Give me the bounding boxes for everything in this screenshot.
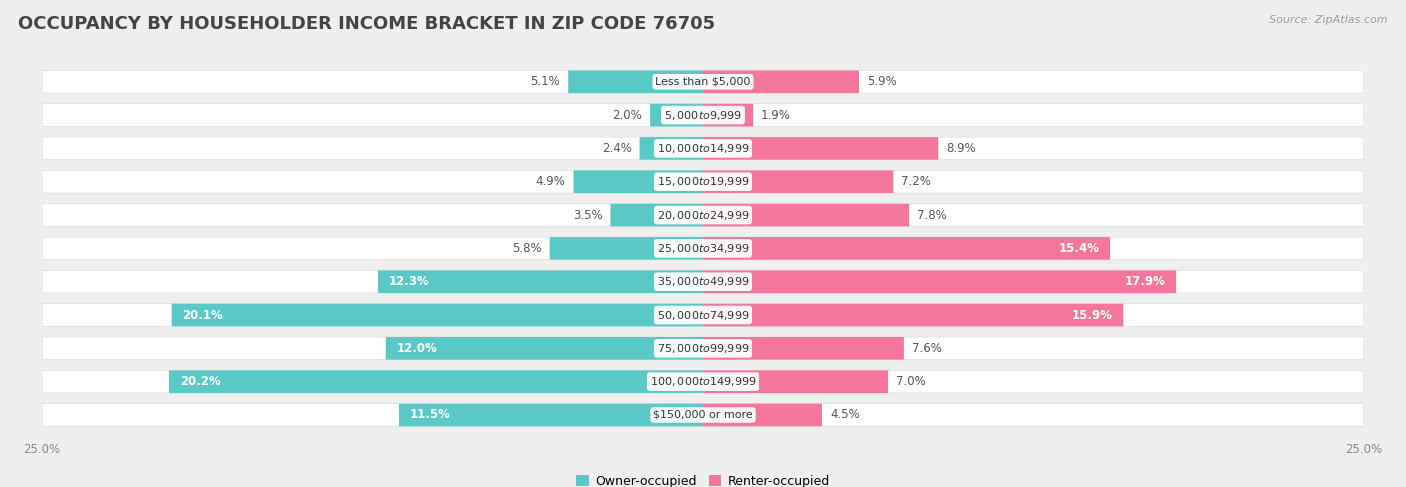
- Text: 7.8%: 7.8%: [917, 208, 946, 222]
- FancyBboxPatch shape: [703, 237, 1111, 260]
- FancyBboxPatch shape: [703, 270, 1177, 293]
- FancyBboxPatch shape: [42, 270, 1364, 293]
- FancyBboxPatch shape: [172, 304, 703, 326]
- Text: 1.9%: 1.9%: [761, 109, 792, 122]
- Text: 5.8%: 5.8%: [512, 242, 541, 255]
- FancyBboxPatch shape: [42, 370, 1364, 393]
- Text: $10,000 to $14,999: $10,000 to $14,999: [657, 142, 749, 155]
- Text: $15,000 to $19,999: $15,000 to $19,999: [657, 175, 749, 188]
- FancyBboxPatch shape: [399, 404, 703, 426]
- Text: 12.3%: 12.3%: [388, 275, 429, 288]
- FancyBboxPatch shape: [650, 104, 703, 127]
- FancyBboxPatch shape: [703, 71, 859, 93]
- FancyBboxPatch shape: [42, 104, 1364, 127]
- FancyBboxPatch shape: [42, 170, 1364, 193]
- FancyBboxPatch shape: [703, 404, 823, 426]
- Text: 20.2%: 20.2%: [180, 375, 221, 388]
- FancyBboxPatch shape: [42, 404, 1364, 426]
- Text: $100,000 to $149,999: $100,000 to $149,999: [650, 375, 756, 388]
- Text: Source: ZipAtlas.com: Source: ZipAtlas.com: [1270, 15, 1388, 25]
- Text: 5.9%: 5.9%: [868, 75, 897, 88]
- Text: $20,000 to $24,999: $20,000 to $24,999: [657, 208, 749, 222]
- FancyBboxPatch shape: [703, 137, 938, 160]
- Text: $150,000 or more: $150,000 or more: [654, 410, 752, 420]
- FancyBboxPatch shape: [574, 170, 703, 193]
- FancyBboxPatch shape: [169, 370, 703, 393]
- Text: $50,000 to $74,999: $50,000 to $74,999: [657, 308, 749, 321]
- FancyBboxPatch shape: [42, 304, 1364, 326]
- Text: 5.1%: 5.1%: [530, 75, 560, 88]
- Text: 20.1%: 20.1%: [183, 308, 224, 321]
- Text: 12.0%: 12.0%: [396, 342, 437, 355]
- Text: 4.9%: 4.9%: [536, 175, 565, 188]
- Text: 2.0%: 2.0%: [613, 109, 643, 122]
- FancyBboxPatch shape: [640, 137, 703, 160]
- Legend: Owner-occupied, Renter-occupied: Owner-occupied, Renter-occupied: [571, 470, 835, 487]
- FancyBboxPatch shape: [42, 137, 1364, 160]
- Text: 17.9%: 17.9%: [1125, 275, 1166, 288]
- Text: 4.5%: 4.5%: [830, 409, 859, 421]
- Text: Less than $5,000: Less than $5,000: [655, 77, 751, 87]
- Text: $5,000 to $9,999: $5,000 to $9,999: [664, 109, 742, 122]
- FancyBboxPatch shape: [703, 204, 910, 226]
- FancyBboxPatch shape: [703, 370, 889, 393]
- FancyBboxPatch shape: [703, 304, 1123, 326]
- Text: 7.6%: 7.6%: [912, 342, 942, 355]
- FancyBboxPatch shape: [42, 237, 1364, 260]
- FancyBboxPatch shape: [378, 270, 703, 293]
- Text: 15.4%: 15.4%: [1059, 242, 1099, 255]
- FancyBboxPatch shape: [42, 71, 1364, 93]
- Text: 7.2%: 7.2%: [901, 175, 931, 188]
- FancyBboxPatch shape: [703, 337, 904, 360]
- Text: OCCUPANCY BY HOUSEHOLDER INCOME BRACKET IN ZIP CODE 76705: OCCUPANCY BY HOUSEHOLDER INCOME BRACKET …: [18, 15, 716, 33]
- Text: $25,000 to $34,999: $25,000 to $34,999: [657, 242, 749, 255]
- Text: 15.9%: 15.9%: [1071, 308, 1112, 321]
- FancyBboxPatch shape: [385, 337, 703, 360]
- Text: $35,000 to $49,999: $35,000 to $49,999: [657, 275, 749, 288]
- FancyBboxPatch shape: [610, 204, 703, 226]
- Text: 8.9%: 8.9%: [946, 142, 976, 155]
- FancyBboxPatch shape: [42, 337, 1364, 360]
- Text: $75,000 to $99,999: $75,000 to $99,999: [657, 342, 749, 355]
- FancyBboxPatch shape: [703, 104, 754, 127]
- FancyBboxPatch shape: [42, 204, 1364, 226]
- Text: 7.0%: 7.0%: [896, 375, 925, 388]
- FancyBboxPatch shape: [568, 71, 703, 93]
- Text: 3.5%: 3.5%: [572, 208, 603, 222]
- Text: 11.5%: 11.5%: [409, 409, 450, 421]
- Text: 2.4%: 2.4%: [602, 142, 631, 155]
- FancyBboxPatch shape: [703, 170, 893, 193]
- FancyBboxPatch shape: [550, 237, 703, 260]
